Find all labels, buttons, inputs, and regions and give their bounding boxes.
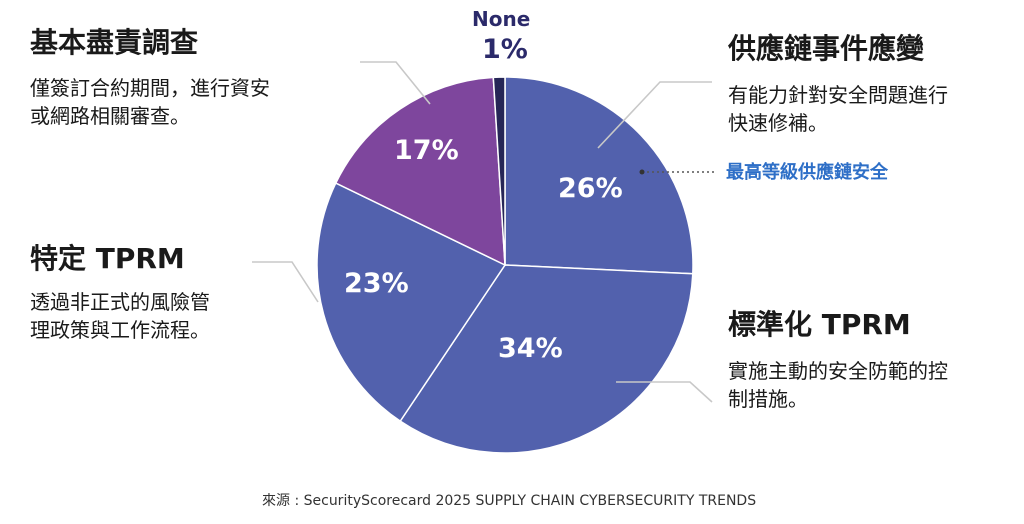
category-desc-standard-1: 實施主動的安全防範的控 [728,359,948,383]
pct-label-specific: 23% [344,268,409,299]
pct-label-incident: 26% [558,173,623,204]
pct-label-basic: 17% [394,135,459,166]
category-title-specific: 特定 TPRM [30,242,185,275]
category-desc-basic-1: 僅簽訂合約期間，進行資安 [30,76,270,100]
leader-line-specific [252,261,319,303]
category-desc-incident-1: 有能力針對安全問題進行 [728,83,948,107]
none-title: None [472,7,530,31]
pct-label-standard: 34% [498,333,563,364]
pie-slice-3 [334,76,506,267]
highlight-dot [639,169,645,175]
source-note: 來源 : SecurityScorecard 2025 SUPPLY CHAIN… [262,493,756,509]
category-desc-specific-2: 理政策與工作流程。 [30,318,210,342]
highlight-label: 最高等級供應鏈安全 [726,161,889,183]
category-title-incident: 供應鏈事件應變 [727,32,925,65]
leader-line-incident [597,81,712,149]
pie-slice-1 [399,264,694,454]
category-desc-incident-2: 快速修補。 [728,111,828,135]
pie-slice-0 [504,76,694,275]
pie-slices [316,76,694,454]
pct-label-none: 1% [482,34,528,65]
leader-line-standard [616,381,713,403]
category-desc-specific-1: 透過非正式的風險管 [30,290,210,314]
category-title-standard: 標準化 TPRM [728,308,911,341]
leader-line-basic [360,61,431,105]
category-title-basic: 基本盡責調查 [30,26,198,59]
category-desc-basic-2: 或網路相關審查。 [30,104,190,128]
category-desc-standard-2: 制措施。 [728,387,808,411]
pie-slice-4 [492,76,506,266]
